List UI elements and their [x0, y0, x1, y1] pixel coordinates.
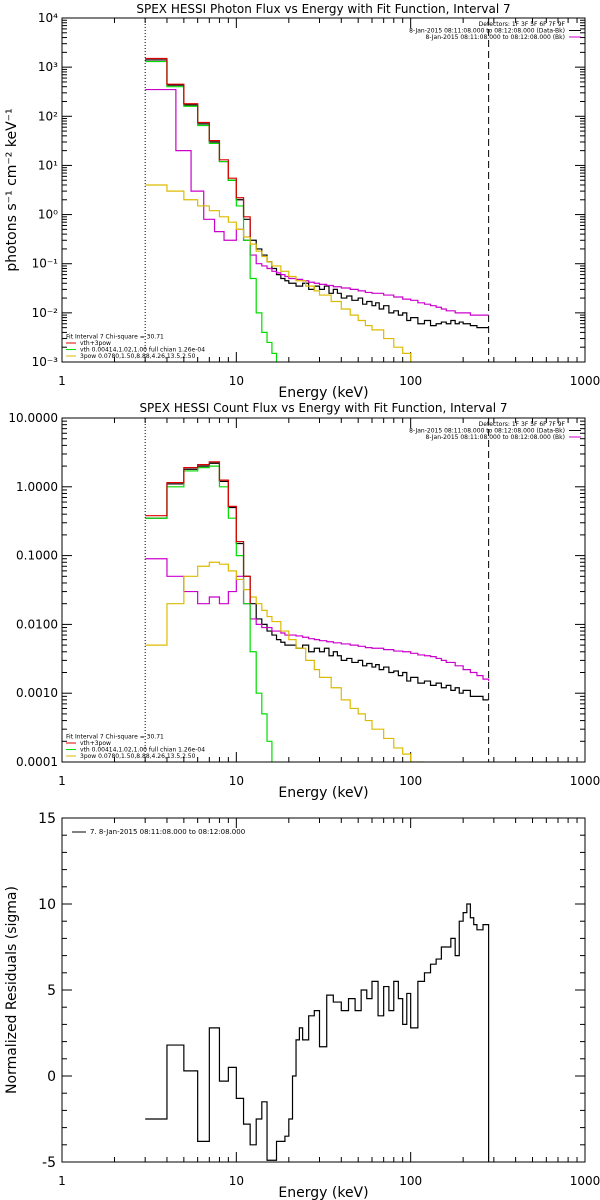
y-tick-label: 0.0001 — [16, 755, 58, 769]
x-tick-label: 100 — [399, 374, 422, 388]
x-tick-label: 10 — [229, 1174, 244, 1188]
y-tick-label: -5 — [42, 1155, 56, 1171]
plot-frame — [61, 17, 586, 363]
legend-entry: Fit Interval 7 Chi-square = 30.71 — [66, 734, 164, 741]
x-tick-label: 1 — [58, 1174, 66, 1188]
data-series-3 — [145, 60, 278, 362]
chart-panel-2: 1 10 100 1000 0.0001 0.0010 0.0100 0.1000 1.0000… — [8, 401, 600, 801]
data-series-1 — [145, 462, 489, 701]
plot-frame — [61, 817, 586, 1163]
y-tick-label: 10⁻¹ — [32, 257, 59, 271]
legend-entry: vth+3pow — [80, 740, 111, 747]
y-tick-label: 0.0100 — [16, 617, 58, 631]
legend-entry: vth+3pow — [80, 340, 111, 347]
x-tick-label: 1 — [58, 374, 66, 388]
y-tick-label: 5 — [47, 983, 56, 999]
legend-entry: 7. 8-Jan-2015 08:11:08.000 to 08:12:08.0… — [90, 828, 245, 836]
x-tick-label: 1 — [58, 774, 66, 788]
y-tick-label: 10⁻³ — [32, 355, 59, 369]
y-axis-label: Normalized Residuals (sigma) — [4, 886, 20, 1094]
plot-frame — [61, 417, 586, 763]
data-series-2 — [145, 558, 490, 682]
legend-entry: Fit Interval 7 Chi-square = 30.71 — [66, 334, 164, 341]
legend-entry: 8-Jan-2015 08:11:08.000 to 08:12:08.000 … — [425, 434, 565, 441]
chart-panel-3: 1 10 100 1000 -5 0 5 10 15 Energy (keV) Normalized… — [4, 811, 600, 1200]
data-series-4 — [145, 184, 412, 362]
legend-entry: 8-Jan-2015 08:11:08.000 to 08:12:08.000 … — [409, 28, 565, 35]
chart-panel-1: 1 10 100 1000 10⁻³ 10⁻² 10⁻¹ 10⁰ 10¹ 10² 10³ 10⁴ SPE… — [4, 2, 600, 401]
legend-entry: Detectors: 1F 3F 5F 6F 7F 9F — [479, 421, 566, 428]
data-series-5 — [145, 57, 251, 237]
legend-entry: 3pow 0.0780,1.50,8.88,4.26,13.5,2.50 — [80, 753, 196, 760]
data-series-4 — [145, 561, 425, 762]
y-tick-label: 10 — [38, 897, 56, 913]
y-tick-label: 10² — [38, 109, 58, 123]
data-series-1 — [145, 59, 489, 329]
legend-entry: vth 0.00414,1.02,1.00 full chian 1.26e-0… — [80, 347, 205, 354]
x-tick-label: 10 — [229, 374, 244, 388]
y-tick-label: 0.0010 — [16, 686, 58, 700]
legend-entry: 8-Jan-2015 08:11:08.000 to 08:12:08.000 … — [409, 428, 565, 435]
y-tick-label: 10³ — [38, 60, 58, 74]
data-series-2 — [145, 88, 489, 316]
x-axis-label: Energy (keV) — [278, 385, 368, 401]
data-series-5 — [145, 461, 251, 604]
y-tick-label: 0 — [47, 1069, 56, 1085]
y-tick-label: 0.1000 — [16, 549, 58, 563]
y-tick-label: 10.0000 — [8, 411, 58, 425]
chart-title: SPEX HESSI Count Flux vs Energy with Fit… — [139, 401, 507, 415]
x-tick-label: 100 — [399, 774, 422, 788]
y-tick-label: 10⁻² — [32, 306, 59, 320]
x-tick-label: 1000 — [570, 774, 600, 788]
legend-entry: 3pow 0.0780,1.50,8.88,4.26,13.5,2.50 — [80, 353, 196, 360]
x-tick-label: 100 — [399, 1174, 422, 1188]
x-axis-label: Energy (keV) — [278, 785, 368, 801]
y-tick-label: 10¹ — [38, 158, 58, 172]
x-tick-label: 1000 — [570, 374, 600, 388]
data-series-1 — [145, 903, 490, 1162]
y-tick-label: 10⁰ — [38, 208, 58, 222]
y-tick-label: 1.0000 — [16, 480, 58, 494]
y-tick-label: 10⁴ — [38, 11, 58, 25]
legend-entry: Detectors: 1F 3F 5F 6F 7F 9F — [479, 21, 566, 28]
chart-title: SPEX HESSI Photon Flux vs Energy with Fi… — [136, 2, 510, 16]
data-series-3 — [145, 465, 273, 762]
y-axis-label: photons s⁻¹ cm⁻² keV⁻¹ — [4, 108, 20, 271]
x-axis-label: Energy (keV) — [278, 1185, 368, 1200]
x-tick-label: 1000 — [570, 1174, 600, 1188]
legend-entry: vth 0.00414,1.02,1.00 full chian 1.26e-0… — [80, 747, 205, 754]
legend-entry: 8-Jan-2015 08:11:08.000 to 08:12:08.000 … — [425, 34, 565, 41]
x-tick-label: 10 — [229, 774, 244, 788]
y-tick-label: 15 — [38, 811, 56, 827]
